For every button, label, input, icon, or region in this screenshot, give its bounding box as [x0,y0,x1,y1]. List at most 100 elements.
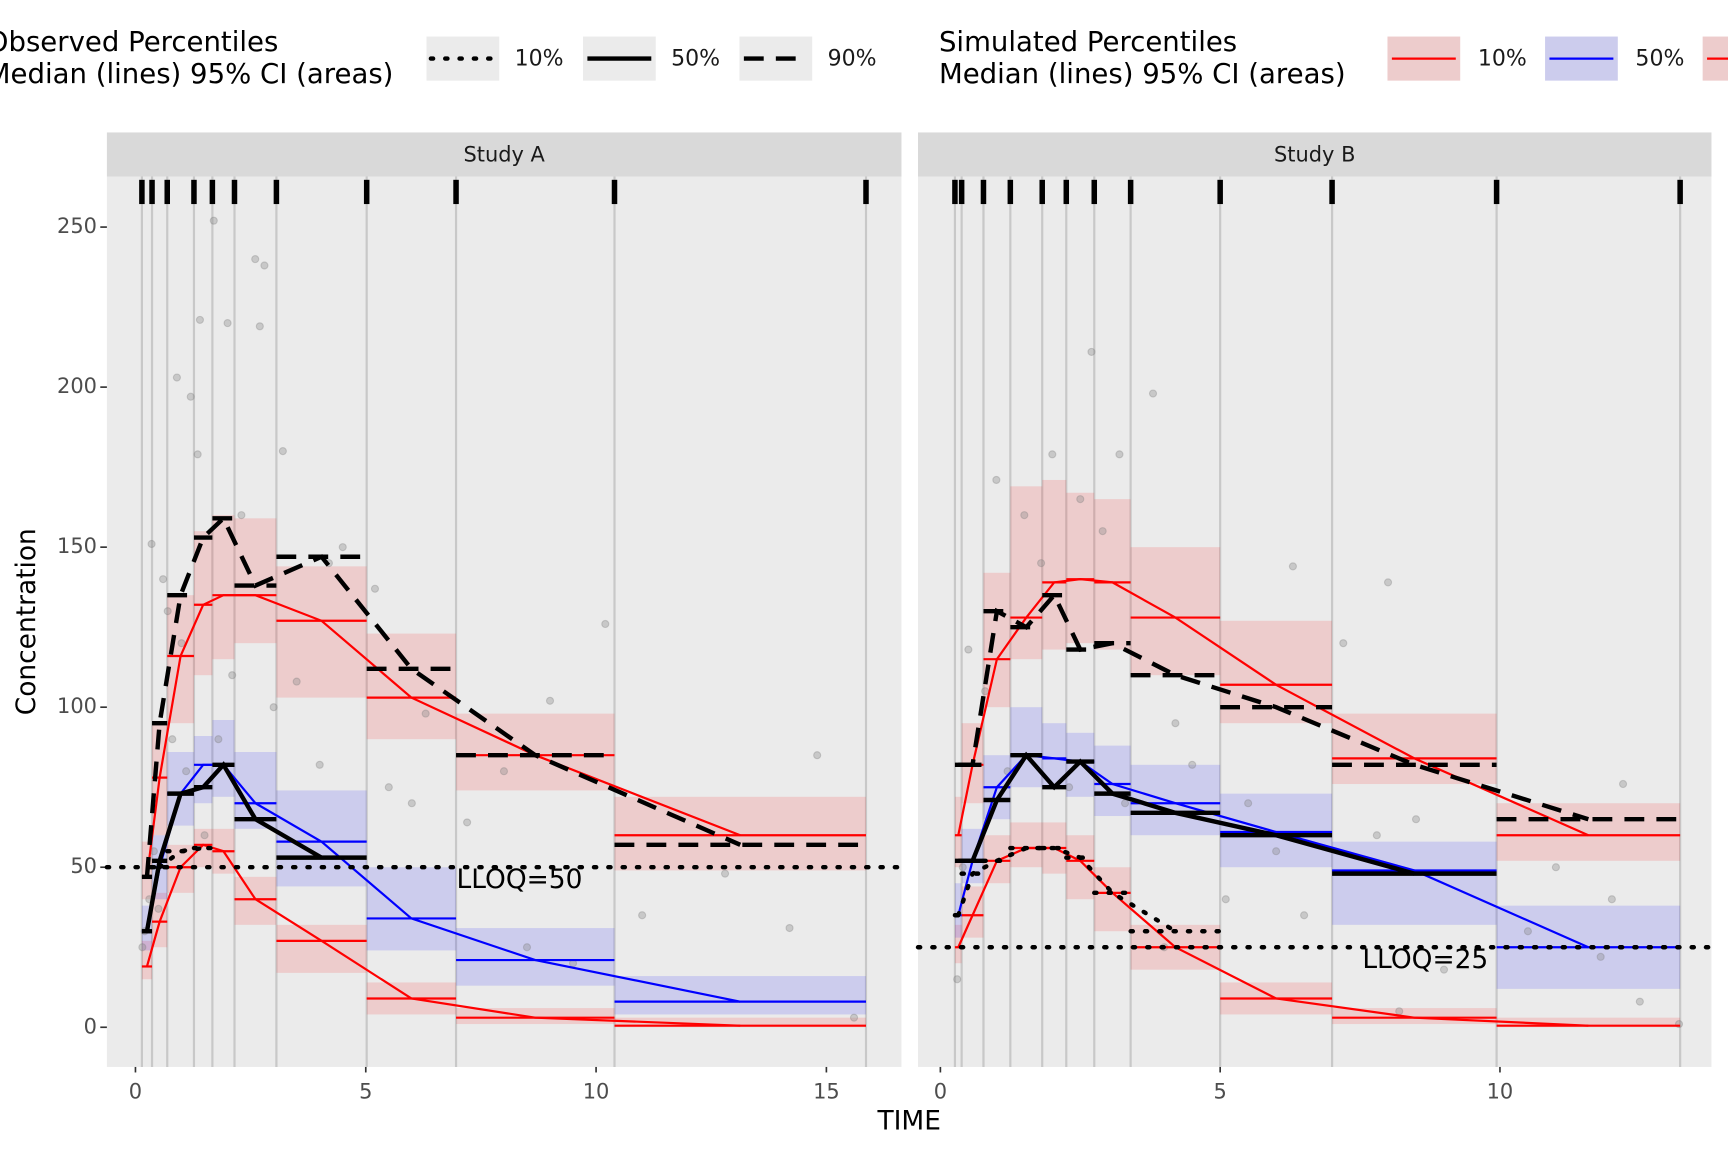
observation [1395,1007,1404,1016]
ci-band [212,515,235,660]
observation [1300,911,1309,920]
obs-percentile-line [958,591,1590,822]
ci-band [1010,822,1043,868]
y-tick-label: 150 [57,534,97,558]
observation [1339,639,1348,648]
x-tick-label: 0 [934,1079,947,1103]
observation [1244,799,1253,808]
observation [1607,895,1616,904]
ci-band [1010,486,1043,660]
ci-band [614,796,867,871]
observation [499,767,509,776]
ci-band [1130,547,1221,676]
observation [237,511,246,520]
observation [251,255,260,264]
observation [1087,347,1096,356]
ci-band [1332,713,1497,785]
observation [163,607,172,616]
observation [195,315,205,324]
observation [384,783,393,792]
obs-percentile-line [157,845,206,870]
observation [1148,389,1158,398]
x-tick-label: 10 [1487,1079,1514,1103]
ci-band [1094,499,1131,650]
obs-percentile-line [958,751,1415,876]
observation [1115,450,1124,459]
observation [1596,952,1605,961]
ci-band [614,1017,867,1028]
x-tick-label: 5 [359,1079,372,1103]
ci-band [141,940,153,980]
ci-band [614,976,867,1015]
ci-band [1042,479,1067,650]
legend-title: Observed Percentiles [0,26,278,58]
x-tick-label: 0 [129,1079,142,1103]
lloq-label: LLOQ=50 [457,864,583,895]
observation [1635,997,1644,1006]
observation [154,904,163,913]
observation [269,703,278,712]
observation [209,216,218,225]
observation [1188,760,1197,769]
ci-band [366,633,457,740]
observation [953,975,962,984]
observation [638,911,647,920]
observation [407,799,416,808]
observation [1411,815,1421,824]
ci-band [456,1008,615,1025]
ci-band [1496,803,1681,861]
ci-band [212,719,235,797]
sim-median-line [957,846,1589,1027]
legend-title: Median (lines) 95% CI (areas) [0,58,393,90]
observation [964,645,973,654]
observation [228,671,237,680]
legend-label: 50% [1635,47,1684,72]
y-tick-label: 50 [70,854,97,878]
observation [255,322,264,331]
ci-band [1130,764,1221,836]
observation [138,943,147,952]
ci-band [983,572,1011,708]
panel-background [918,176,1712,1067]
observation [260,261,269,270]
observation [981,687,990,696]
ci-band [366,867,457,951]
observation [1020,511,1029,520]
strip-label: Study B [1274,143,1355,167]
obs-percentile-line [144,514,742,878]
ci-band [1066,492,1095,644]
legend-label: 90% [828,47,877,72]
observation [463,818,472,827]
observation [720,869,730,878]
observation [522,943,532,952]
strip [106,132,902,177]
observation [1383,578,1393,587]
y-tick-label: 200 [57,374,97,398]
observation [1288,562,1297,571]
observation [338,543,347,552]
observation [1551,863,1560,872]
y-tick-label: 0 [84,1014,97,1038]
ci-band [1066,732,1095,797]
observation [1272,847,1281,856]
ci-band [193,828,213,868]
ci-band [1496,1017,1681,1028]
x-axis-title: TIME [876,1106,940,1137]
observation [168,735,177,744]
observation [278,447,287,456]
observation [1076,495,1085,504]
observation [1098,527,1107,536]
lloq-label: LLOQ=25 [1362,944,1488,975]
observation [958,863,967,872]
x-tick-label: 5 [1214,1079,1227,1103]
observation [186,392,195,401]
ci-band [193,736,213,804]
observation [193,450,202,459]
ci-band [1220,793,1333,868]
observation [849,1013,859,1022]
x-tick-label: 15 [813,1079,840,1103]
legend-title: Median (lines) 95% CI (areas) [939,58,1346,90]
legend-title: Simulated Percentiles [939,26,1237,58]
obs-percentile-line [956,845,1178,934]
